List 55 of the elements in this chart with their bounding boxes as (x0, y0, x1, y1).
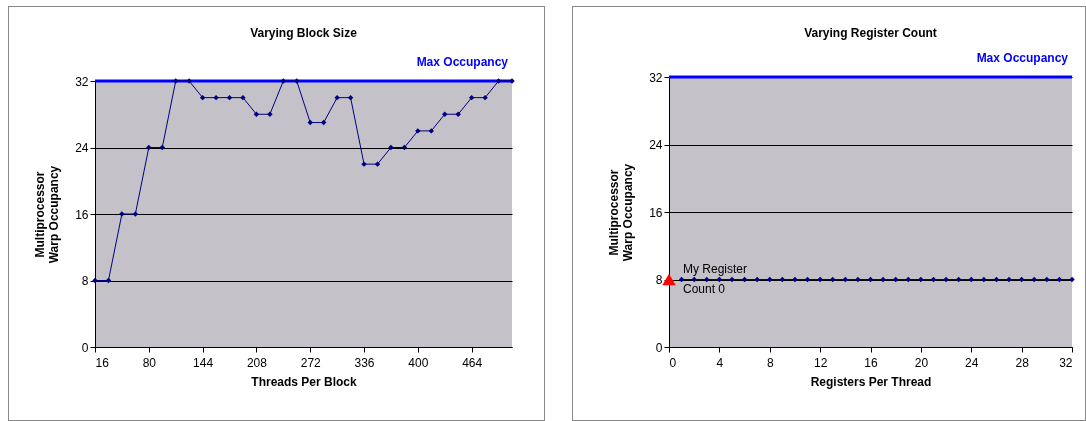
point (442, 111, 448, 117)
y-tick-label: 24 (75, 141, 89, 155)
y-tick-label: 0 (81, 340, 89, 355)
x-tick-label: 464 (462, 355, 483, 370)
point (267, 111, 273, 117)
point (213, 94, 219, 101)
x-axis-title: Registers Per Thread (810, 374, 932, 389)
x-tick-label: 80 (142, 355, 157, 370)
point (280, 78, 287, 84)
chart-title: Varying Register Count (804, 26, 937, 40)
y-axis-title: Multiprocessor Warp Occupancy (33, 165, 62, 264)
point (388, 144, 394, 151)
y-axis-title: Multiprocessor Warp Occupancy (607, 163, 636, 262)
point (146, 144, 152, 151)
x-tick-label: 0 (669, 355, 677, 370)
y-tick-label: 16 (649, 205, 663, 220)
point (334, 94, 340, 101)
y-tick-label: 8 (655, 273, 663, 287)
x-tick-label: 8 (766, 355, 774, 370)
x-tick-label: 32 (1059, 355, 1073, 370)
x-tick-label: 28 (1015, 355, 1030, 370)
x-tick-label: 272 (300, 355, 322, 370)
chart-title: Varying Block Size (250, 26, 358, 40)
y-tick-label: 32 (649, 70, 663, 85)
point (468, 94, 475, 101)
x-axis-title: Threads Per Block (251, 374, 358, 389)
point (307, 119, 313, 126)
ref-line-label: Max Occupancy (416, 55, 509, 69)
ref-line-label: Max Occupancy (976, 51, 1069, 65)
x-tick-label: 16 (864, 355, 878, 370)
x-tick-label: 24 (965, 355, 979, 370)
y-tick-label: 32 (75, 74, 89, 89)
y-tick-label: 24 (649, 138, 663, 152)
y-tick-label: 0 (655, 340, 663, 355)
x-tick-label: 12 (813, 355, 828, 370)
y-tick-label: 16 (75, 207, 89, 222)
point (482, 94, 488, 101)
point (428, 128, 435, 134)
x-tick-label: 4 (716, 355, 724, 370)
x-tick-label: 20 (914, 355, 929, 370)
y-tick-label: 8 (81, 274, 89, 288)
point (455, 111, 461, 117)
x-tick-label: 16 (95, 355, 110, 370)
x-tick-label: 144 (193, 355, 214, 370)
point (495, 78, 502, 84)
x-tick-label: 208 (246, 355, 268, 370)
point (415, 128, 421, 134)
point (172, 78, 179, 84)
x-tick-label: 336 (354, 355, 375, 370)
point (132, 211, 139, 217)
annotation: My Register Count 0 (683, 261, 748, 296)
point (240, 94, 246, 101)
x-tick-label: 400 (408, 355, 429, 370)
point (374, 161, 381, 167)
point (253, 111, 260, 117)
